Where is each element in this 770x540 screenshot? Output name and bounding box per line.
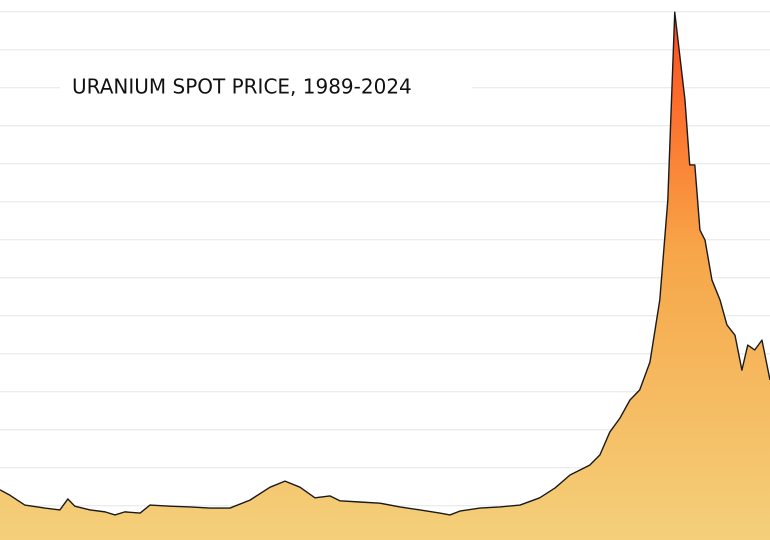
line bbox=[0, 11, 770, 516]
area bbox=[0, 12, 770, 540]
chart-title: URANIUM SPOT PRICE, 1989-2024 bbox=[72, 75, 412, 99]
plot bbox=[0, 11, 770, 540]
title-box bbox=[60, 68, 472, 106]
